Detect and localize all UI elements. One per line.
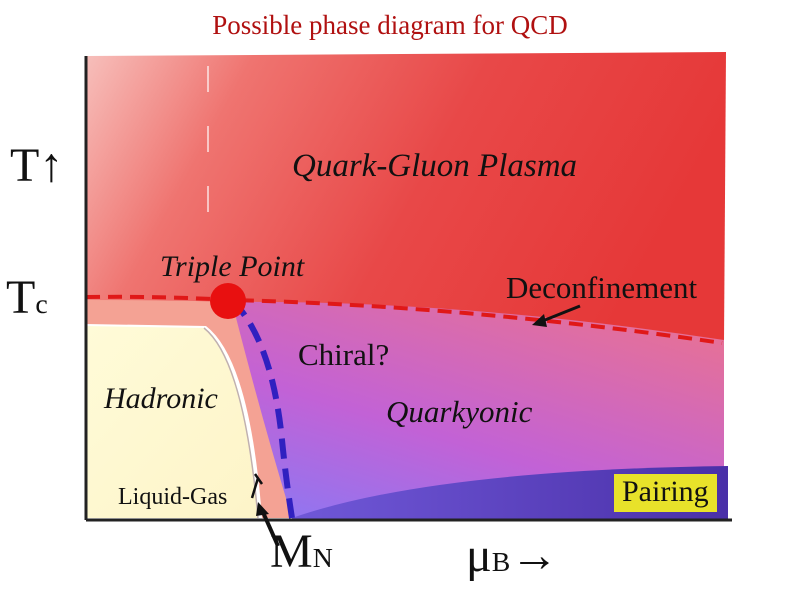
quarkyonic-region bbox=[232, 301, 724, 518]
mn-arrowhead bbox=[256, 502, 269, 516]
deconfinement-line bbox=[85, 294, 723, 345]
temperature-symbol: T bbox=[10, 139, 40, 192]
hadronic-label: Hadronic bbox=[104, 382, 218, 415]
mn-arrow bbox=[260, 509, 280, 547]
deconfinement-label: Deconfinement bbox=[506, 270, 698, 305]
hadronic-edge bbox=[203, 327, 259, 519]
tc-symbol: T bbox=[6, 271, 36, 324]
mn-subscript: N bbox=[312, 543, 333, 574]
deconfinement-arrowhead bbox=[532, 314, 547, 327]
triple-point-label: Triple Point bbox=[160, 250, 305, 283]
temperature-axis-label: T↑ bbox=[10, 142, 63, 190]
mu-subscript: B bbox=[491, 547, 511, 578]
qgp-region bbox=[86, 52, 726, 342]
mn-symbol: M bbox=[270, 525, 313, 578]
triple-point-marker bbox=[210, 283, 246, 319]
critical-temperature-label: Tc bbox=[6, 274, 48, 322]
mu-symbol: μ bbox=[466, 529, 492, 582]
quarkyonic-label: Quarkyonic bbox=[386, 394, 533, 429]
qgp-label: Quark-Gluon Plasma bbox=[292, 148, 578, 184]
nucleon-mass-label: MN bbox=[270, 528, 333, 576]
chiral-line bbox=[229, 297, 295, 519]
transition-band bbox=[86, 300, 292, 518]
liquid-gas-label: Liquid-Gas bbox=[118, 484, 228, 510]
hadronic-region bbox=[86, 326, 258, 518]
diagram-title: Possible phase diagram for QCD bbox=[212, 10, 568, 40]
liquid-gas-tick bbox=[253, 473, 264, 485]
deconfinement-arrow bbox=[539, 304, 581, 324]
liquid-gas-arrow bbox=[250, 477, 260, 499]
chemical-potential-axis-label: μB→ bbox=[466, 532, 558, 580]
up-arrow-icon: ↑ bbox=[39, 139, 64, 192]
chiral-label: Chiral? bbox=[298, 337, 390, 372]
right-arrow-icon: → bbox=[510, 529, 559, 582]
tc-subscript: c bbox=[35, 289, 48, 320]
pairing-label: Pairing bbox=[614, 474, 717, 512]
